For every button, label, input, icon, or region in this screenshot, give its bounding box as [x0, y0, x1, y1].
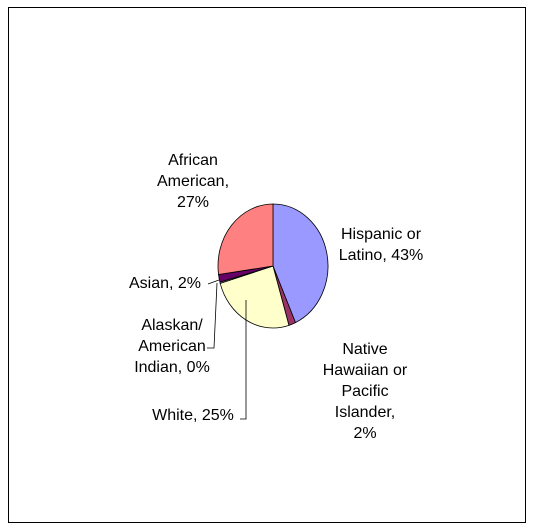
pie-slice — [217, 203, 274, 275]
slice-label-line: Latino, 43% — [339, 247, 424, 264]
slice-label-line: Alaskan/ — [141, 317, 203, 334]
leader-line — [240, 300, 247, 420]
slice-label: White, 25% — [152, 407, 234, 424]
slice-label-line: Indian, 0% — [134, 359, 210, 376]
pie-slice — [272, 203, 329, 324]
slice-label: Native Hawaiian or Pacific Islander, 2% — [323, 341, 408, 442]
slice-label-line: American — [138, 338, 206, 355]
slice-label-line: 2% — [353, 425, 376, 442]
leader-line — [207, 279, 220, 285]
slice-label-line: 27% — [177, 194, 209, 211]
slice-label: Alaskan/American Indian, 0% — [134, 317, 210, 376]
slice-label-line: Hispanic or — [341, 226, 422, 243]
slice-label: Asian, 2% — [129, 275, 201, 292]
slice-label-line: American, — [157, 173, 229, 190]
slice-label-line: Islander, — [335, 404, 395, 421]
slice-label-line: Native — [342, 341, 387, 358]
slice-label: Hispanic or Latino, 43% — [339, 226, 424, 264]
slice-label: African American, 27% — [157, 152, 229, 211]
slice-label-line: White, 25% — [152, 407, 234, 424]
pie-slice — [219, 265, 290, 329]
slice-label-line: Asian, 2% — [129, 275, 201, 292]
slice-label-line: Pacific — [341, 383, 388, 400]
slice-label-line: African — [168, 152, 218, 169]
slice-label-line: Hawaiian or — [323, 362, 408, 379]
leader-line — [207, 282, 218, 349]
